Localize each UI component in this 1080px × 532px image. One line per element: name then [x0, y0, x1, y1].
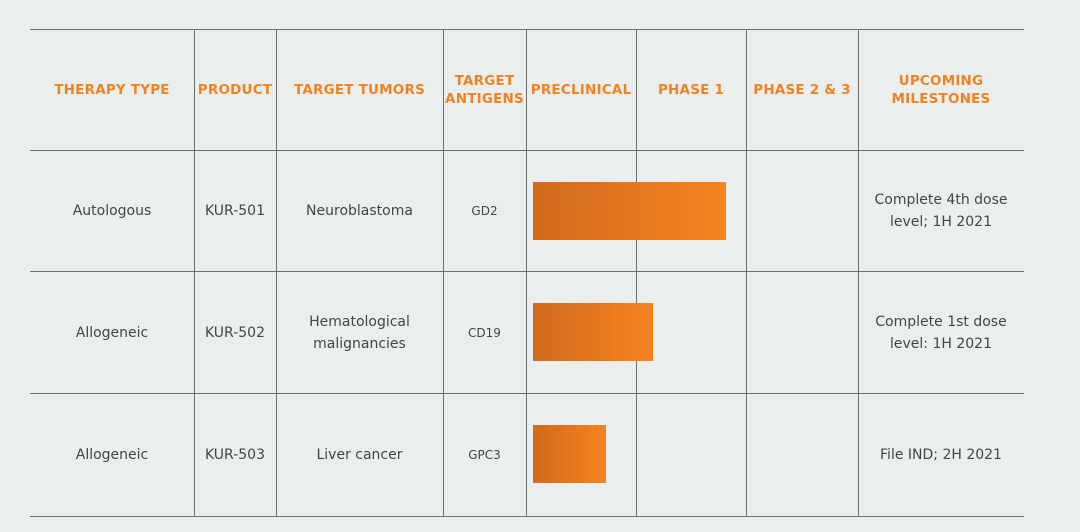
column-divider: [276, 30, 277, 516]
row-2-target-tumors: Hematological malignancies: [309, 313, 410, 352]
column-divider: [194, 30, 195, 516]
row-3-product: KUR-503: [205, 446, 265, 463]
row-1-product: KUR-501: [205, 203, 265, 219]
header-target-tumors-label: TARGET TUMORS: [293, 82, 425, 98]
header-phase-1: PHASE 1: [636, 30, 746, 150]
header-preclinical: PRECLINICAL: [526, 30, 636, 150]
pipeline-table: THERAPY TYPE PRODUCT TARGET TUMORS TARGE…: [30, 29, 1024, 517]
header-upcoming-milestones-label: UPCOMING MILESTONES: [891, 73, 991, 107]
column-divider: [746, 30, 747, 516]
row-3-target-tumors: Liver cancer: [316, 446, 403, 463]
row-1-milestone: Complete 4th dose level; 1H 2021: [874, 192, 1008, 230]
column-divider: [636, 30, 637, 516]
column-divider: [858, 30, 859, 516]
row-divider: [30, 271, 1024, 272]
header-phase-1-label: PHASE 1: [657, 82, 725, 98]
header-target-antigens-label: TARGET ANTIGENS: [445, 73, 524, 107]
row-2-product: KUR-502: [205, 324, 265, 341]
column-divider: [443, 30, 444, 516]
row-2-milestone: Complete 1st dose level: 1H 2021: [875, 313, 1007, 352]
row-3-target-antigen: GPC3: [468, 447, 501, 462]
row-1-therapy-type: Autologous: [72, 203, 152, 219]
header-target-tumors: TARGET TUMORS: [276, 30, 443, 150]
row-3-therapy-type: Allogeneic: [75, 446, 149, 463]
header-product-label: PRODUCT: [197, 82, 273, 98]
header-upcoming-milestones: UPCOMING MILESTONES: [858, 30, 1024, 150]
header-target-antigens: TARGET ANTIGENS: [443, 30, 526, 150]
header-therapy-type: THERAPY TYPE: [30, 30, 194, 150]
row-1-target-tumors: Neuroblastoma: [306, 203, 413, 219]
header-product: PRODUCT: [194, 30, 276, 150]
row-divider: [30, 150, 1024, 151]
column-divider: [526, 30, 527, 516]
row-2-progress-bar: [533, 303, 653, 361]
row-3-progress-bar: [533, 425, 606, 483]
row-3-milestone: File IND; 2H 2021: [880, 446, 1002, 463]
header-phase-2-3-label: PHASE 2 & 3: [753, 82, 851, 98]
row-2-therapy-type: Allogeneic: [75, 324, 149, 341]
header-therapy-type-label: THERAPY TYPE: [54, 82, 170, 98]
row-1-progress-bar: [533, 182, 726, 240]
row-2-target-antigen: CD19: [468, 325, 501, 340]
header-preclinical-label: PRECLINICAL: [530, 82, 632, 98]
row-1-target-antigen: GD2: [471, 204, 498, 218]
header-phase-2-3: PHASE 2 & 3: [746, 30, 858, 150]
row-divider: [30, 393, 1024, 394]
